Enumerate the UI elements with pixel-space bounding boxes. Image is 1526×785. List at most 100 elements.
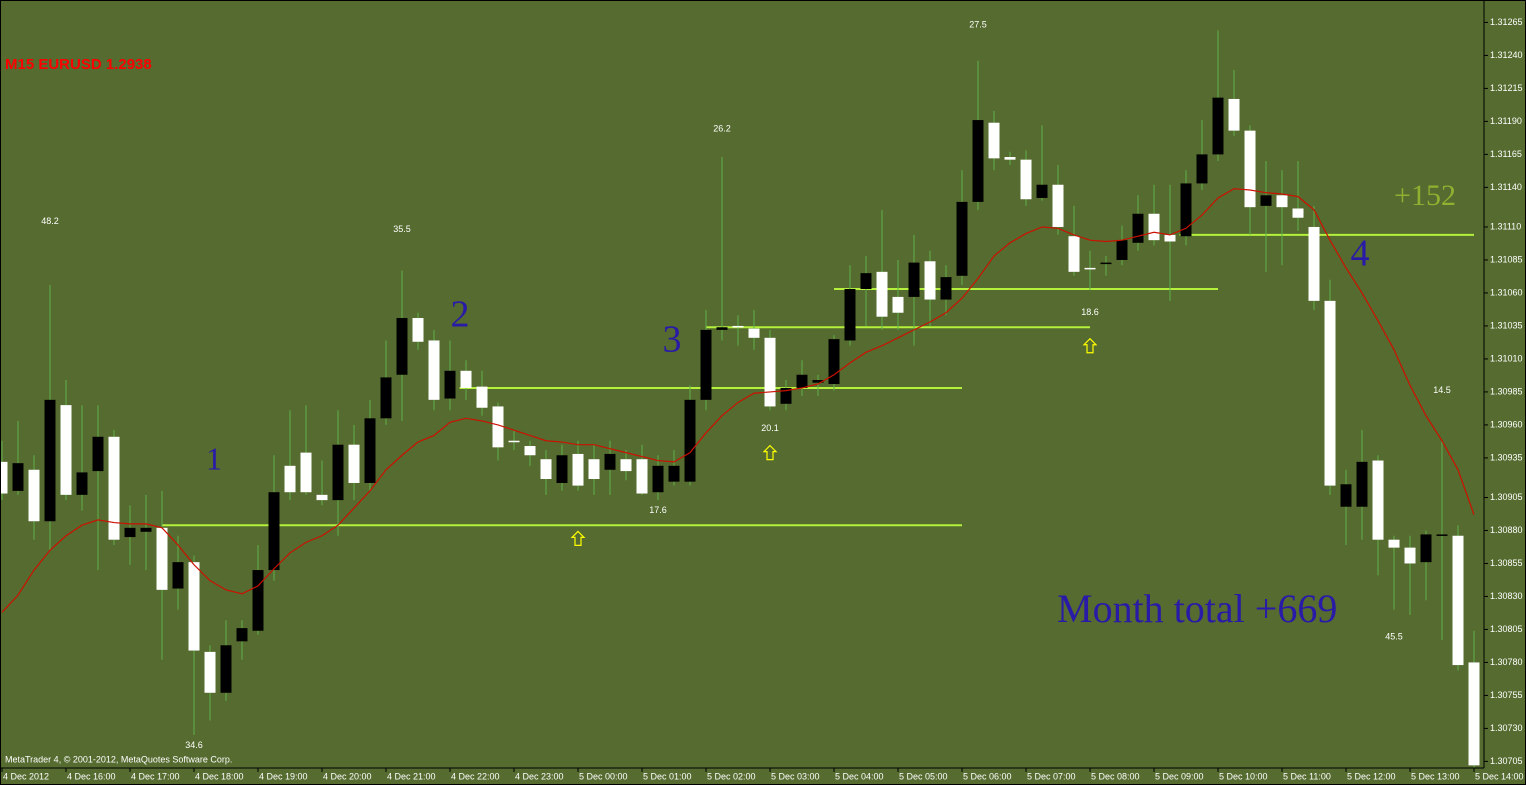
y-tick-label: 1.31240 bbox=[1490, 50, 1523, 60]
candle-body bbox=[732, 325, 744, 328]
wave-label: 2 bbox=[451, 294, 470, 336]
y-tick-label: 1.31165 bbox=[1490, 149, 1522, 159]
range-annotation: 34.6 bbox=[185, 740, 203, 750]
candle-body bbox=[300, 452, 312, 493]
x-tick-label: 4 Dec 2012 bbox=[3, 771, 49, 781]
y-tick-label: 1.31110 bbox=[1490, 221, 1521, 231]
range-annotation: 45.5 bbox=[1385, 632, 1403, 642]
candle-body bbox=[60, 405, 72, 495]
candle-body bbox=[380, 377, 392, 419]
candle-body bbox=[1228, 98, 1240, 131]
candle-body bbox=[1084, 267, 1096, 270]
candle-body bbox=[268, 492, 280, 571]
candle-body bbox=[908, 262, 920, 297]
footer: MetaTrader 4, © 2001-2012, MetaQuotes So… bbox=[5, 754, 232, 764]
candle-body bbox=[1148, 213, 1160, 241]
candle-body bbox=[348, 444, 360, 483]
y-tick-label: 1.30935 bbox=[1490, 452, 1523, 462]
y-tick-label: 1.30960 bbox=[1490, 419, 1523, 429]
x-tick-label: 5 Dec 10:00 bbox=[1219, 771, 1268, 781]
candle-body bbox=[508, 440, 520, 443]
candle-body bbox=[412, 318, 424, 342]
candle-body bbox=[1372, 460, 1384, 540]
y-tick-label: 1.30805 bbox=[1490, 624, 1523, 634]
y-tick-label: 1.31060 bbox=[1490, 287, 1523, 297]
x-tick-label: 5 Dec 01:00 bbox=[643, 771, 692, 781]
y-tick-label: 1.31265 bbox=[1490, 17, 1523, 27]
candle-body bbox=[1052, 184, 1064, 227]
y-tick-label: 1.30880 bbox=[1490, 525, 1523, 535]
x-tick-label: 5 Dec 06:00 bbox=[963, 771, 1012, 781]
candle-body bbox=[1100, 262, 1112, 265]
candle-body bbox=[1308, 226, 1320, 301]
range-annotation: 17.6 bbox=[649, 505, 667, 515]
y-tick-label: 1.30730 bbox=[1490, 723, 1523, 733]
candle-body bbox=[92, 436, 104, 472]
candle-body bbox=[364, 418, 376, 483]
candle-body bbox=[1260, 195, 1272, 206]
candle-body bbox=[1180, 183, 1192, 237]
y-tick-label: 1.30855 bbox=[1490, 558, 1523, 568]
candle-body bbox=[76, 472, 88, 495]
candle-body bbox=[1068, 236, 1080, 272]
candle-body bbox=[1420, 534, 1432, 563]
candle-body bbox=[524, 446, 536, 456]
candle-body bbox=[1340, 484, 1352, 507]
y-tick-label: 1.30830 bbox=[1490, 591, 1523, 601]
x-tick-label: 5 Dec 09:00 bbox=[1155, 771, 1204, 781]
candle-body bbox=[764, 337, 776, 407]
candle-body bbox=[780, 387, 792, 404]
candle-body bbox=[172, 562, 184, 589]
candle-body bbox=[12, 463, 24, 491]
candle-body bbox=[188, 562, 200, 651]
x-tick-label: 4 Dec 20:00 bbox=[323, 771, 372, 781]
candle-body bbox=[428, 340, 440, 400]
candle-body bbox=[796, 374, 808, 388]
candle-body bbox=[604, 453, 616, 470]
candle-body bbox=[1452, 535, 1464, 666]
range-annotation: 48.2 bbox=[41, 216, 59, 226]
y-tick-label: 1.31085 bbox=[1490, 254, 1523, 264]
up-arrow bbox=[570, 530, 586, 546]
candle-body bbox=[684, 399, 696, 482]
x-tick-label: 4 Dec 22:00 bbox=[451, 771, 500, 781]
candle-body bbox=[1404, 547, 1416, 564]
y-tick-label: 1.31190 bbox=[1490, 116, 1522, 126]
candle-body bbox=[108, 436, 120, 540]
candle-body bbox=[396, 318, 408, 375]
y-tick-label: 1.30780 bbox=[1490, 657, 1523, 667]
candle-body bbox=[1004, 157, 1016, 160]
x-tick-label: 5 Dec 08:00 bbox=[1091, 771, 1140, 781]
candle-body bbox=[556, 455, 568, 483]
candle-body bbox=[940, 277, 952, 300]
range-annotation: 20.1 bbox=[761, 423, 779, 433]
candle-body bbox=[1196, 154, 1208, 184]
candle-body bbox=[316, 494, 328, 501]
candle-body bbox=[1116, 240, 1128, 260]
y-tick-label: 1.30755 bbox=[1490, 690, 1523, 700]
candle-body bbox=[1436, 534, 1448, 536]
x-tick-label: 4 Dec 21:00 bbox=[387, 771, 436, 781]
candle-body bbox=[924, 261, 936, 300]
candle-body bbox=[1164, 234, 1176, 242]
month-total: Month total +669 bbox=[1057, 586, 1337, 631]
candle-body bbox=[460, 370, 472, 388]
gain-label: +152 bbox=[1394, 179, 1456, 212]
plot-area: 48.2 34.6 35.5 17.6 26.2 20.1 27.5 18.6 14.5 45.5 bbox=[0, 19, 1480, 768]
range-annotation: 27.5 bbox=[969, 19, 987, 29]
candle-body bbox=[988, 122, 1000, 159]
x-tick-label: 4 Dec 17:00 bbox=[131, 771, 180, 781]
candle-body bbox=[844, 288, 856, 341]
x-tick-label: 5 Dec 05:00 bbox=[899, 771, 948, 781]
candle-body bbox=[204, 651, 216, 693]
candle-body bbox=[700, 329, 712, 400]
candle-body bbox=[636, 459, 648, 494]
up-arrow bbox=[1082, 337, 1098, 354]
x-tick-label: 5 Dec 12:00 bbox=[1347, 771, 1396, 781]
candle-body bbox=[28, 469, 40, 522]
candle-body bbox=[572, 453, 584, 486]
candle-body bbox=[332, 444, 344, 501]
candle-body bbox=[0, 461, 8, 494]
candle-body bbox=[476, 386, 488, 408]
candle-body bbox=[668, 465, 680, 482]
